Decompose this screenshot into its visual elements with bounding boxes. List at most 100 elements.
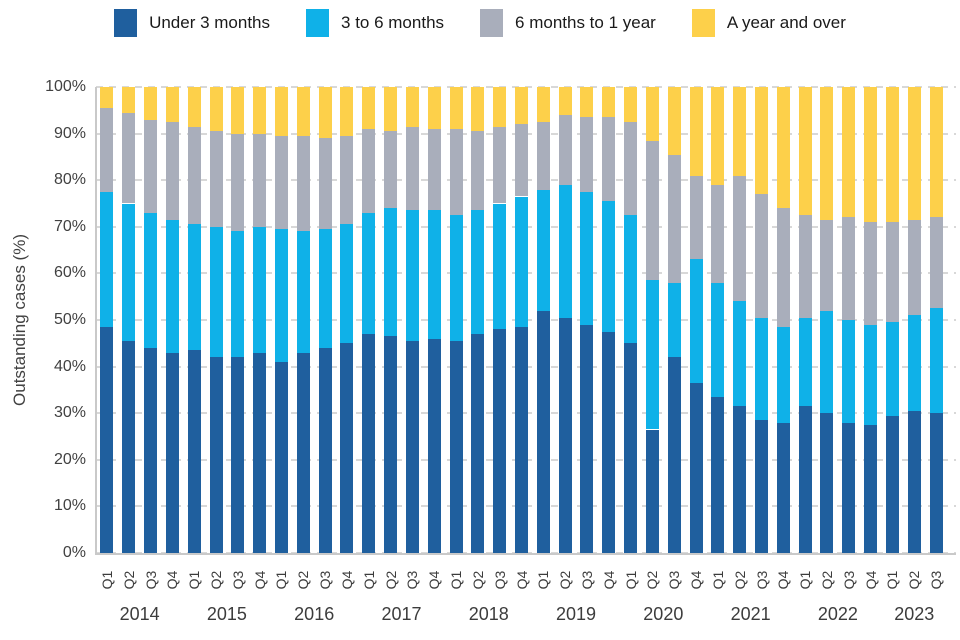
x-tick-label: Q3 — [404, 570, 421, 590]
segment-3-to-6-months — [733, 301, 747, 407]
segment-a-year-and-over — [536, 87, 550, 122]
segment-6-months-to-1-year — [471, 131, 485, 211]
bar-2020-q4 — [689, 87, 703, 553]
bar-2017-q4 — [427, 87, 441, 553]
x-tick-label: Q4 — [338, 570, 355, 590]
segment-under-3-months — [144, 347, 158, 553]
segment-3-to-6-months — [776, 326, 790, 423]
segment-6-months-to-1-year — [144, 119, 158, 213]
segment-3-to-6-months — [929, 308, 943, 414]
segment-a-year-and-over — [427, 87, 441, 129]
x-tick-label: Q4 — [513, 570, 530, 590]
segment-under-3-months — [929, 413, 943, 553]
segment-a-year-and-over — [645, 87, 659, 141]
legend-label: Under 3 months — [149, 13, 271, 32]
bar-2016-q1 — [274, 87, 288, 553]
segment-3-to-6-months — [711, 282, 725, 397]
segment-3-to-6-months — [689, 259, 703, 383]
year-label-2015: 2015 — [206, 604, 247, 624]
x-tick-label: Q2 — [818, 570, 835, 590]
year-label-2014: 2014 — [119, 604, 160, 624]
segment-a-year-and-over — [842, 87, 856, 218]
segment-6-months-to-1-year — [929, 217, 943, 309]
y-tick-label: 30% — [53, 404, 86, 422]
segment-under-3-months — [536, 310, 550, 553]
bar-2020-q2 — [645, 87, 659, 553]
bar-2022-q2 — [820, 87, 834, 553]
x-tick-label: Q4 — [426, 570, 443, 590]
segment-6-months-to-1-year — [274, 135, 288, 230]
legend-item-a-year-and-over: A year and over — [691, 9, 846, 37]
segment-3-to-6-months — [405, 210, 419, 341]
segment-6-months-to-1-year — [733, 175, 747, 302]
segment-under-3-months — [362, 333, 376, 553]
segment-a-year-and-over — [340, 87, 354, 136]
x-tick-label: Q3 — [491, 570, 508, 590]
segment-6-months-to-1-year — [100, 107, 114, 192]
segment-a-year-and-over — [274, 87, 288, 136]
segment-under-3-months — [427, 338, 441, 553]
legend-item-6-months-to-1-year: 6 months to 1 year — [480, 9, 656, 37]
segment-under-3-months — [798, 406, 812, 553]
segment-a-year-and-over — [493, 87, 507, 127]
segment-3-to-6-months — [820, 310, 834, 414]
segment-3-to-6-months — [362, 212, 376, 334]
legend-label: 3 to 6 months — [341, 13, 445, 32]
x-tick-label: Q2 — [295, 570, 312, 590]
segment-3-to-6-months — [493, 203, 507, 330]
segment-3-to-6-months — [296, 231, 310, 353]
bar-2019-q3 — [580, 87, 594, 553]
bar-2023-q1 — [885, 87, 899, 553]
x-axis-line — [95, 553, 956, 555]
segment-a-year-and-over — [776, 87, 790, 209]
segment-6-months-to-1-year — [515, 124, 528, 197]
segment-6-months-to-1-year — [645, 140, 659, 281]
bar-2019-q2 — [558, 87, 572, 553]
segment-under-3-months — [405, 340, 419, 553]
segment-6-months-to-1-year — [296, 135, 310, 232]
year-label-2023: 2023 — [894, 604, 935, 624]
segment-a-year-and-over — [384, 87, 398, 132]
segment-3-to-6-months — [842, 320, 856, 423]
segment-under-3-months — [624, 343, 638, 553]
y-tick-label: 70% — [53, 217, 86, 235]
bar-2020-q1 — [624, 87, 638, 553]
bar-2018-q4 — [515, 87, 528, 553]
bar-2014-q1 — [100, 87, 114, 553]
segment-a-year-and-over — [733, 87, 747, 176]
x-tick-label: Q3 — [928, 570, 945, 590]
segment-6-months-to-1-year — [449, 128, 463, 216]
segment-3-to-6-months — [209, 226, 223, 358]
segment-under-3-months — [274, 361, 288, 553]
bar-2018-q2 — [471, 87, 485, 553]
segment-3-to-6-months — [231, 231, 245, 358]
y-tick-label: 10% — [53, 497, 86, 515]
segment-3-to-6-months — [667, 282, 681, 358]
bar-2020-q3 — [667, 87, 681, 553]
segment-6-months-to-1-year — [842, 217, 856, 320]
segment-6-months-to-1-year — [253, 133, 267, 227]
bar-2023-q3 — [929, 87, 943, 553]
x-tick-label: Q2 — [644, 570, 661, 590]
x-tick-label: Q1 — [186, 570, 203, 590]
bar-2015-q4 — [253, 87, 267, 553]
x-tick-label: Q1 — [360, 570, 377, 590]
x-tick-label: Q1 — [535, 570, 552, 590]
segment-a-year-and-over — [755, 87, 769, 195]
segment-a-year-and-over — [471, 87, 485, 132]
x-tick-label: Q4 — [862, 570, 879, 590]
segment-3-to-6-months — [536, 189, 550, 311]
bar-2019-q4 — [602, 87, 616, 553]
x-tick-label: Q4 — [251, 570, 268, 590]
x-tick-label: Q3 — [142, 570, 159, 590]
segment-3-to-6-months — [515, 196, 528, 327]
segment-6-months-to-1-year — [755, 194, 769, 318]
segment-6-months-to-1-year — [165, 121, 179, 220]
segment-under-3-months — [580, 324, 594, 553]
segment-3-to-6-months — [449, 215, 463, 341]
x-tick-label: Q1 — [709, 570, 726, 590]
y-tick-label: 40% — [53, 357, 86, 375]
y-tick-label: 0% — [62, 544, 86, 561]
x-tick-label: Q1 — [797, 570, 814, 590]
